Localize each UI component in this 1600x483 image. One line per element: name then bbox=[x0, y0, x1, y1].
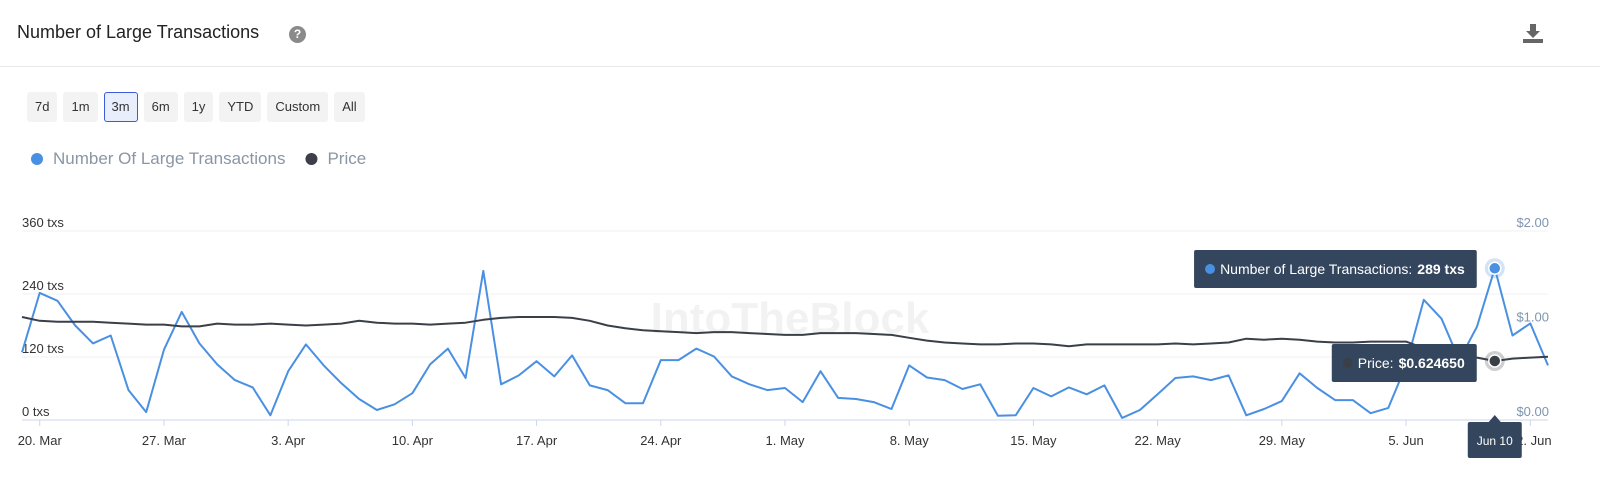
series-line bbox=[21, 316, 1549, 362]
x-tick-label: 8. May bbox=[890, 433, 930, 448]
series-line bbox=[21, 267, 1549, 419]
title: Number of Large Transactions bbox=[17, 22, 260, 42]
header: Number of Large Transactions ? bbox=[0, 0, 1600, 67]
y2-tick-label: $2.00 bbox=[1516, 215, 1549, 230]
x-tick-label: 24. Apr bbox=[640, 433, 682, 448]
range-button[interactable]: 6m bbox=[143, 92, 178, 122]
y-tick-label: 0 txs bbox=[22, 404, 50, 419]
legend-label: Number Of Large Transactions bbox=[53, 149, 285, 168]
y-tick-label: 360 txs bbox=[22, 215, 64, 230]
tooltip: Number of Large Transactions: 289 txs bbox=[1194, 250, 1505, 288]
range-button[interactable]: YTD bbox=[219, 92, 262, 122]
y2-tick-label: $1.00 bbox=[1516, 310, 1549, 325]
tooltip-label: Number of Large Transactions: bbox=[1220, 261, 1412, 277]
x-tick-label: 22. May bbox=[1135, 433, 1182, 448]
range-button[interactable]: 3m bbox=[103, 92, 138, 122]
x-tick-label: 1. May bbox=[765, 433, 805, 448]
tooltip-dot bbox=[1205, 264, 1216, 274]
date-label: Jun 10 bbox=[1477, 434, 1513, 448]
y2-tick-label: $0.00 bbox=[1516, 404, 1549, 419]
range-button[interactable]: All bbox=[334, 92, 365, 122]
range-button[interactable]: 7d bbox=[27, 92, 58, 122]
tooltip-box bbox=[1194, 250, 1477, 288]
x-tick-label: 15. May bbox=[1010, 433, 1057, 448]
legend-marker bbox=[31, 153, 43, 165]
date-pointer bbox=[1488, 415, 1501, 422]
x-tick-label: 5. Jun bbox=[1388, 433, 1423, 448]
tooltip: Price: $0.624650 bbox=[1331, 344, 1505, 382]
x-tick-label: 3. Apr bbox=[271, 433, 306, 448]
hover-point bbox=[1488, 261, 1502, 276]
y-tick-label: 240 txs bbox=[22, 278, 64, 293]
x-tick-label: 10. Apr bbox=[392, 433, 434, 448]
x-tick-label: 29. May bbox=[1259, 433, 1306, 448]
date-box bbox=[1467, 422, 1522, 458]
download-icon[interactable] bbox=[1522, 22, 1544, 44]
tooltip-box bbox=[1331, 344, 1477, 382]
range-button[interactable]: 1y bbox=[183, 92, 214, 122]
x-tick-label: 27. Mar bbox=[142, 433, 187, 448]
tooltip-dot bbox=[1342, 358, 1353, 368]
x-tick-label: 17. Apr bbox=[516, 433, 558, 448]
tooltip-label: Price: bbox=[1358, 355, 1394, 371]
help-icon[interactable]: ? bbox=[289, 26, 306, 43]
range-buttons: 7d 1m 3m 6m 1y YTD Custom All bbox=[27, 92, 365, 122]
legend-marker bbox=[305, 153, 318, 165]
range-button[interactable]: 1m bbox=[63, 92, 98, 122]
x-tick-label: 20. Mar bbox=[18, 433, 63, 448]
range-button[interactable]: Custom bbox=[267, 92, 329, 122]
tooltip-value: 289 txs bbox=[1417, 261, 1465, 277]
legend-label: Price bbox=[327, 149, 366, 168]
y-tick-label: 120 txs bbox=[22, 341, 64, 356]
hover-point bbox=[1488, 354, 1502, 368]
tooltip-value: $0.624650 bbox=[1399, 355, 1465, 371]
